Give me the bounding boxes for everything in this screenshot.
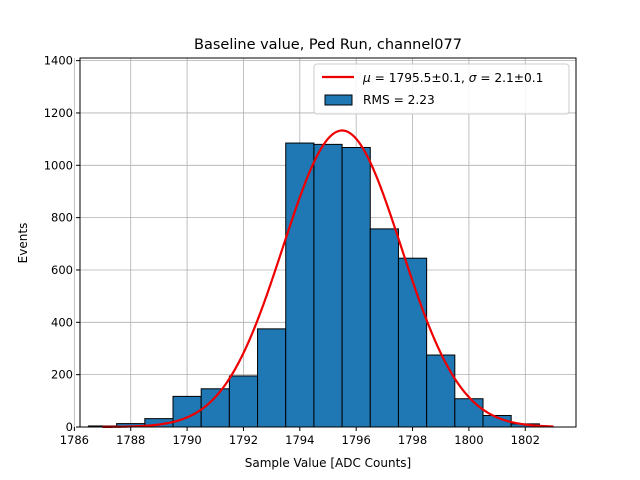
histogram-bar — [228, 375, 259, 428]
legend-histogram-swatch — [324, 94, 353, 106]
plot-frame — [79, 57, 577, 428]
x-tick-label: 1796 — [342, 433, 371, 447]
legend-mu-symbol: μ — [362, 71, 371, 85]
chart-title: Baseline value, Ped Run, channel077 — [194, 37, 462, 53]
y-tick-label: 800 — [51, 211, 73, 225]
histogram-bar — [257, 328, 287, 428]
legend-mu-text: = 1795.5±0.1, — [371, 71, 469, 85]
y-axis-label: Events — [16, 223, 30, 264]
legend-histogram-label: RMS = 2.23 — [363, 93, 435, 107]
x-tick-label: 1792 — [229, 433, 258, 447]
y-axis-ticks: 0 200 400 600 800 1000 1200 1400 — [44, 54, 80, 434]
y-tick-label: 400 — [51, 315, 73, 329]
histogram-bar — [426, 354, 456, 428]
y-tick-label: 1000 — [44, 158, 73, 172]
y-tick-label: 200 — [51, 368, 73, 382]
y-tick-label: 1200 — [44, 106, 73, 120]
x-tick-label: 1788 — [116, 433, 145, 447]
y-tick-label: 600 — [51, 263, 73, 277]
legend-sigma-text: = 2.1±0.1 — [476, 71, 543, 85]
histogram-bar — [397, 257, 428, 428]
y-tick-label: 1400 — [44, 54, 73, 68]
histogram-bar — [454, 398, 484, 428]
histogram-bar — [313, 143, 343, 428]
legend-sigma-symbol: σ — [469, 71, 478, 85]
histogram-bar — [369, 228, 399, 428]
histogram-bar — [341, 147, 371, 428]
legend-fit-label: μ = 1795.5±0.1, σ = 2.1±0.1 — [362, 71, 543, 85]
x-tick-label: 1786 — [60, 433, 89, 447]
x-tick-label: 1790 — [172, 433, 201, 447]
x-tick-label: 1802 — [511, 433, 540, 447]
legend-box — [313, 63, 570, 115]
y-tick-label: 0 — [66, 420, 73, 434]
x-tick-label: 1800 — [454, 433, 483, 447]
histogram-bar — [200, 388, 230, 428]
legend: μ = 1795.5±0.1, σ = 2.1±0.1 RMS = 2.23 — [313, 63, 570, 115]
gaussian-fit-curve — [102, 129, 554, 429]
x-tick-label: 1794 — [285, 433, 314, 447]
x-axis-ticks: 1786 1788 1790 1792 1794 1796 1798 1800 1802 — [60, 427, 540, 447]
histogram-bar — [285, 142, 315, 428]
x-tick-label: 1798 — [398, 433, 427, 447]
x-axis-label: Sample Value [ADC Counts] — [245, 456, 411, 470]
